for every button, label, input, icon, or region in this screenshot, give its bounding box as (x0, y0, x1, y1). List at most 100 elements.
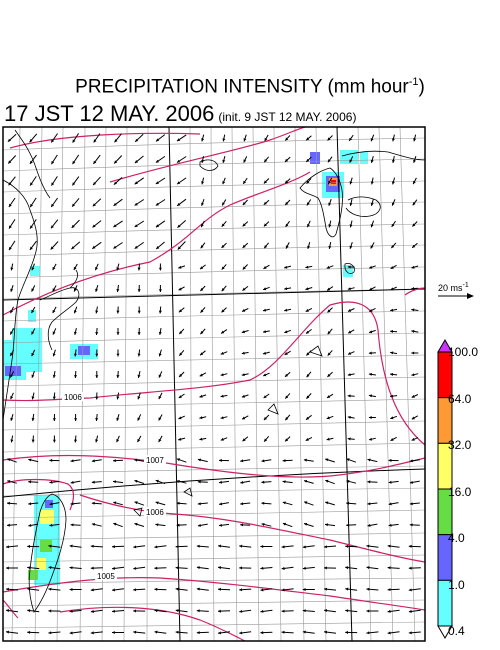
wind-arrow-head (263, 266, 267, 269)
wind-arrow-head (285, 245, 289, 249)
wind-arrow-head (390, 438, 394, 441)
wind-arrow-head (306, 180, 310, 184)
wind-arrow-head (391, 223, 395, 227)
wind-arrow-head (7, 480, 11, 483)
wind-arrow-head (10, 310, 14, 314)
shikoku-coast (345, 196, 381, 217)
wind-arrow-head (9, 246, 12, 251)
wind-arrow-head (91, 523, 95, 526)
wind-arrow-head (240, 459, 244, 463)
wind-arrow-head (366, 609, 370, 613)
wind-arrow-head (114, 139, 118, 143)
wind-arrow-head (264, 159, 268, 163)
wind-arrow-head (388, 502, 392, 506)
wind-arrow-head (134, 479, 138, 483)
wind-arrow-head (158, 417, 162, 421)
wind-arrow-head (155, 202, 159, 206)
wind-arrow-head (48, 587, 52, 591)
wind-arrow-head (116, 439, 120, 443)
wind-arrow-head (366, 631, 370, 635)
wind-arrow-head (137, 332, 141, 335)
wind-arrow-head (158, 331, 162, 335)
wind-arrow-head (200, 309, 204, 313)
wind-arrow-head (69, 631, 73, 635)
wind-arrow-head (154, 609, 158, 613)
colorbar-label: 16.0 (448, 485, 472, 499)
wind-arrow-head (284, 352, 288, 355)
wind-arrow-head (240, 523, 244, 527)
wind-arrow-head (304, 522, 308, 526)
wind-arrow-head (92, 224, 96, 228)
wind-arrow-head (95, 375, 99, 378)
wind-arrow-head (28, 458, 32, 462)
wind-arrow-head (264, 438, 268, 442)
wind-arrow-head (158, 310, 162, 314)
wind-arrow-head (116, 289, 120, 292)
precip-area (310, 152, 320, 164)
wind-arrow-head (7, 523, 10, 527)
wind-arrow-head (10, 288, 14, 292)
wind-arrow-head (388, 480, 392, 484)
wind-arrow-head (263, 223, 267, 227)
wind-arrow-head (70, 523, 74, 527)
wind-arrow-head (10, 267, 14, 271)
wind-arrow-head (368, 416, 372, 419)
wind-arrow-head (326, 437, 330, 441)
wind-arrow-head (306, 352, 310, 356)
wind-arrow-head (178, 395, 182, 398)
wind-arrow-head (30, 182, 33, 186)
isobar (3, 454, 425, 478)
wind-arrow-head (220, 437, 224, 441)
wind-arrow-head (31, 288, 35, 292)
wind-arrow-head (137, 396, 141, 400)
wind-arrow-head (367, 523, 371, 527)
wind-arrow-head (95, 288, 99, 292)
wind-arrow-head (303, 458, 307, 462)
wind-arrow-head (29, 160, 33, 164)
wind-arrow-head (284, 330, 288, 334)
wind-arrow-head (95, 332, 99, 335)
wind-arrow-head (370, 159, 374, 163)
wind-arrow-head (261, 480, 265, 484)
wind-arrow-head (219, 480, 222, 484)
wind-arrow-head (368, 394, 372, 398)
wind-arrow-head (154, 587, 158, 591)
wind-arrow-head (114, 160, 118, 164)
wind-arrow-head (31, 309, 35, 313)
precip-area (28, 310, 36, 322)
wind-arrow-head (346, 480, 350, 483)
wind-arrow-head (95, 353, 99, 357)
wind-arrow-head (31, 374, 35, 378)
wind-arrow-head (260, 609, 264, 613)
wind-arrow-head (51, 182, 55, 186)
wind-arrow-head (345, 566, 349, 570)
wind-arrow-head (177, 246, 181, 250)
wind-arrow-head (305, 308, 309, 312)
wind-arrow-head (367, 480, 371, 484)
wind-arrow-head (116, 396, 120, 400)
wind-arrow-head (155, 181, 159, 184)
precip-area (78, 346, 90, 355)
wind-arrow-head (196, 631, 200, 635)
wind-arrow-head (281, 566, 285, 570)
china-coast (39, 287, 80, 351)
wind-arrow-head (113, 224, 117, 228)
wind-arrow-head (178, 309, 183, 313)
wind-arrow-head (218, 631, 221, 635)
wind-arrow-head (242, 244, 246, 248)
wind-arrow-head (409, 502, 413, 506)
wind-arrow-head (222, 181, 226, 185)
wind-arrow-head (91, 459, 95, 463)
wind-arrow-head (201, 181, 205, 185)
wind-arrow-head (411, 394, 415, 398)
wind-arrow-head (6, 609, 9, 613)
wind-arrow-head (409, 480, 413, 484)
wind-arrow-head (302, 609, 306, 613)
wind-arrow-head (158, 289, 162, 292)
wind-arrow-head (327, 352, 331, 356)
wind-arrow-head (10, 417, 14, 421)
map-content: 1006 1007 1006 1005 (3, 127, 425, 641)
wind-arrow-head (72, 182, 76, 186)
wind-arrow-head (347, 265, 351, 269)
wind-arrow-head (324, 545, 327, 549)
